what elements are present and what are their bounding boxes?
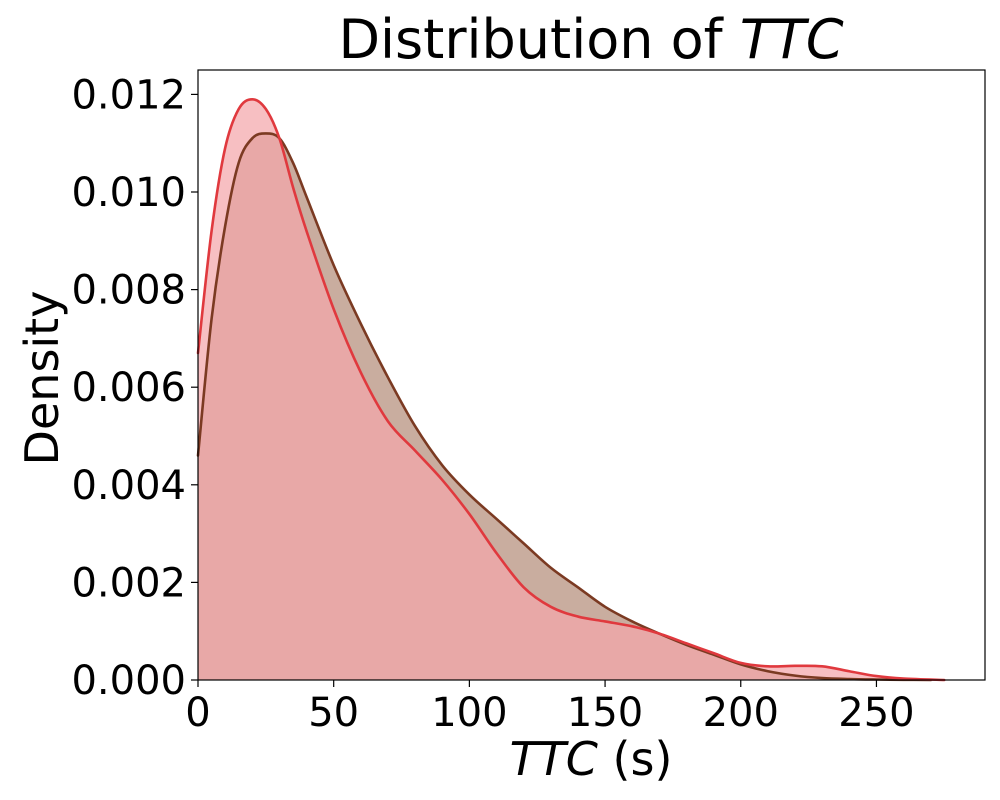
x-tick-label: 150	[567, 690, 643, 736]
chart-title-var: TTC	[740, 8, 844, 71]
y-tick-label: 0.006	[71, 365, 186, 411]
y-axis: 0.000 0.002 0.004 0.006 0.008 0.010 0.012	[71, 72, 198, 704]
x-tick-label: 100	[431, 690, 507, 736]
x-tick-label: 50	[308, 690, 359, 736]
density-area-2	[198, 99, 945, 680]
y-tick-label: 0.010	[71, 170, 186, 216]
y-tick-label: 0.000	[71, 658, 186, 704]
y-tick-label: 0.012	[71, 72, 186, 118]
x-axis-label: TTC (s)	[510, 732, 673, 786]
y-tick-label: 0.008	[71, 268, 186, 314]
y-axis-label: Density	[15, 291, 69, 466]
x-axis-label-unit: (s)	[598, 732, 672, 786]
x-tick-label: 200	[703, 690, 779, 736]
plot-area	[196, 97, 946, 682]
y-tick-label: 0.002	[71, 560, 186, 606]
x-tick-label: 250	[838, 690, 914, 736]
y-tick-label: 0.004	[71, 463, 186, 509]
density-line-2	[196, 97, 946, 682]
x-axis-label-var: TTC	[510, 732, 598, 786]
x-tick-label: 0	[185, 690, 210, 736]
plot-frame	[197, 69, 986, 681]
density-line-1	[196, 132, 933, 682]
x-axis: 0 50 100 150 200 250	[185, 680, 915, 736]
chart-title: Distribution of TTC	[338, 8, 843, 71]
chart-title-prefix: Distribution of	[338, 8, 739, 71]
